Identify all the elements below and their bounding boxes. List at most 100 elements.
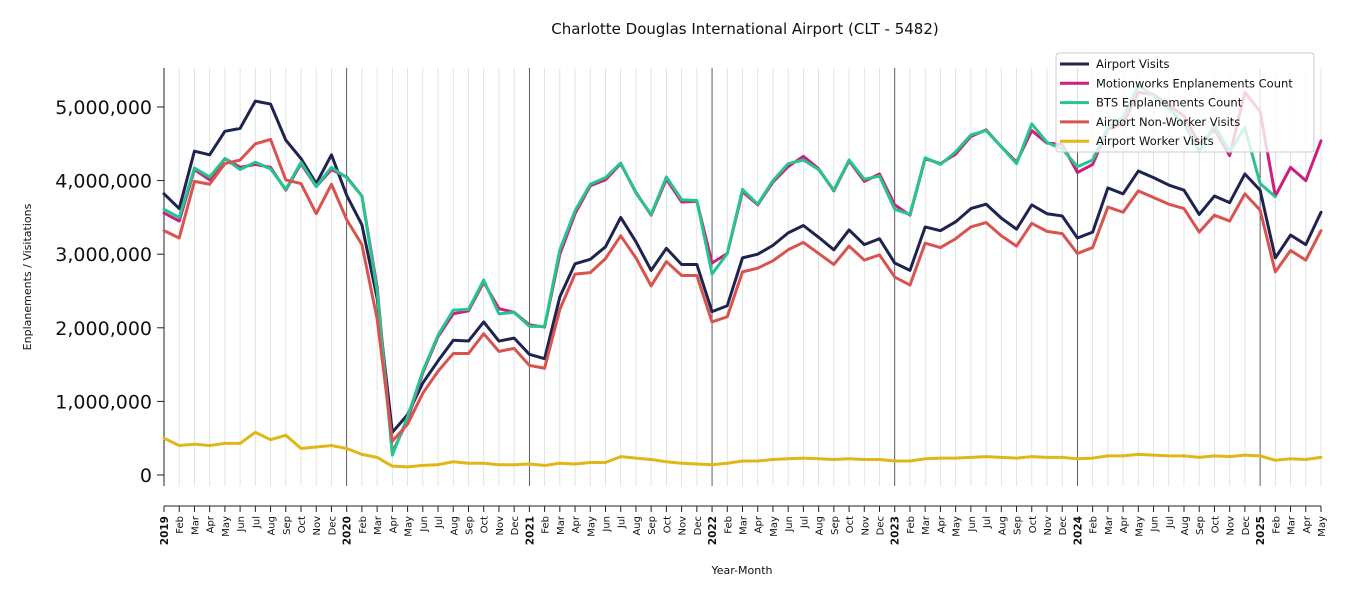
x-tick-label: Sep (647, 516, 658, 535)
x-tick-label: Nov (860, 516, 871, 536)
x-tick-label: Oct (1028, 516, 1039, 533)
x-tick-label: 2021 (524, 516, 536, 545)
x-tick-label: Nov (312, 516, 323, 536)
x-tick-label: Aug (1180, 516, 1191, 536)
x-tick-label: Apr (936, 515, 947, 533)
x-tick-label: Aug (449, 516, 460, 536)
x-tick-label: 2025 (1255, 516, 1267, 545)
x-tick-label: Mar (1287, 515, 1298, 535)
legend-label: Airport Worker Visits (1096, 134, 1214, 148)
legend: Airport Visits Motionworks Enplanements C… (1055, 52, 1315, 153)
x-tick-label: Jul (251, 516, 262, 529)
x-tick-label: Jul (799, 516, 810, 529)
y-tick-label: 3,000,000 (55, 244, 152, 266)
x-tick-label: Sep (464, 516, 475, 535)
series-line (162, 99, 1323, 434)
x-tick-label: 2023 (890, 516, 902, 545)
x-tick-label: Sep (830, 516, 841, 535)
x-tick-label: Oct (845, 516, 856, 533)
x-ticks: 2019 Feb Mar Apr May Jun Jul Aug Sep Oct Nov Dec 202… (159, 506, 1328, 545)
x-tick-label: Apr (754, 515, 765, 533)
x-tick-label: May (221, 516, 232, 537)
x-tick-label: Jul (434, 516, 445, 529)
x-tick-label: Aug (632, 516, 643, 536)
legend-label: Motionworks Enplanements Count (1096, 76, 1293, 90)
x-tick-label: Apr (388, 515, 399, 533)
x-tick-label: May (952, 516, 963, 537)
x-tick-label: Apr (1302, 515, 1313, 533)
x-tick-label: 2022 (707, 516, 719, 545)
x-tick-label: Feb (541, 516, 552, 534)
x-tick-label: May (404, 516, 415, 537)
legend-label: Airport Visits (1096, 57, 1170, 71)
chart-title: Charlotte Douglas International Airport … (551, 20, 939, 38)
x-tick-label: 2024 (1072, 516, 1084, 545)
x-tick-label: Jun (419, 516, 430, 533)
x-tick-label: Jun (1150, 516, 1161, 533)
series-line (162, 84, 1277, 457)
x-tick-label: Jun (601, 516, 612, 533)
x-tick-label: Apr (1119, 515, 1130, 533)
x-tick-label: Oct (662, 516, 673, 533)
x-tick-label: Feb (1089, 516, 1100, 534)
legend-label: Airport Non-Worker Visits (1096, 115, 1240, 129)
x-tick-label: Sep (282, 516, 293, 535)
x-tick-label: Mar (190, 515, 201, 535)
x-tick-label: Mar (739, 515, 750, 535)
x-tick-label: Jun (967, 516, 978, 533)
x-tick-label: May (1134, 516, 1145, 537)
x-tick-label: Nov (1226, 516, 1237, 536)
x-tick-label: Aug (815, 516, 826, 536)
x-tick-label: Sep (1013, 516, 1024, 535)
x-tick-label: Jun (784, 516, 795, 533)
x-tick-label: Mar (921, 515, 932, 535)
x-tick-label: Nov (1043, 516, 1054, 536)
series-line (162, 430, 1323, 469)
x-tick-label: Dec (327, 516, 338, 535)
x-axis-label: Year-Month (710, 564, 772, 577)
x-tick-label: Jun (236, 516, 247, 533)
y-tick-label: 5,000,000 (55, 97, 152, 119)
x-tick-label: Apr (571, 515, 582, 533)
x-tick-label: Nov (495, 516, 506, 536)
x-tick-label: Nov (678, 516, 689, 536)
x-tick-label: May (1317, 516, 1328, 537)
x-tick-label: Mar (556, 515, 567, 535)
x-tick-label: Aug (267, 516, 278, 536)
x-tick-label: Aug (997, 516, 1008, 536)
x-tick-label: Mar (1104, 515, 1115, 535)
x-tick-label: Dec (693, 516, 704, 535)
x-tick-label: Oct (480, 516, 491, 533)
x-tick-label: Feb (723, 516, 734, 534)
x-tick-label: May (586, 516, 597, 537)
y-tick-label: 2,000,000 (55, 318, 152, 340)
x-tick-label: 2020 (342, 516, 354, 545)
y-axis-label: Enplanements / Visitations (21, 203, 34, 350)
y-tick-label: 1,000,000 (55, 391, 152, 413)
x-tick-label: Dec (876, 516, 887, 535)
legend-label: BTS Enplanements Count (1096, 96, 1243, 110)
y-tick-label: 4,000,000 (55, 171, 152, 193)
x-tick-label: Feb (358, 516, 369, 534)
y-tick-label: 0 (140, 465, 152, 487)
x-tick-label: Oct (1210, 516, 1221, 533)
x-tick-label: Jul (1165, 516, 1176, 529)
y-ticks: 0 1,000,000 2,000,000 3,000,000 4,000,000 5,0… (55, 97, 164, 487)
legend-box (1055, 52, 1315, 153)
x-tick-label: May (769, 516, 780, 537)
x-tick-label: Jul (617, 516, 628, 529)
x-tick-label: Sep (1195, 516, 1206, 535)
x-tick-label: Dec (510, 516, 521, 535)
series-line (162, 137, 1323, 443)
x-tick-label: Feb (1271, 516, 1282, 534)
x-tick-label: 2019 (159, 516, 171, 545)
x-tick-label: Jul (982, 516, 993, 529)
x-tick-label: Feb (175, 516, 186, 534)
x-tick-label: Dec (1058, 516, 1069, 535)
x-tick-label: Oct (297, 516, 308, 533)
x-tick-label: Dec (1241, 516, 1252, 535)
x-tick-label: Mar (373, 515, 384, 535)
x-tick-label: Feb (906, 516, 917, 534)
